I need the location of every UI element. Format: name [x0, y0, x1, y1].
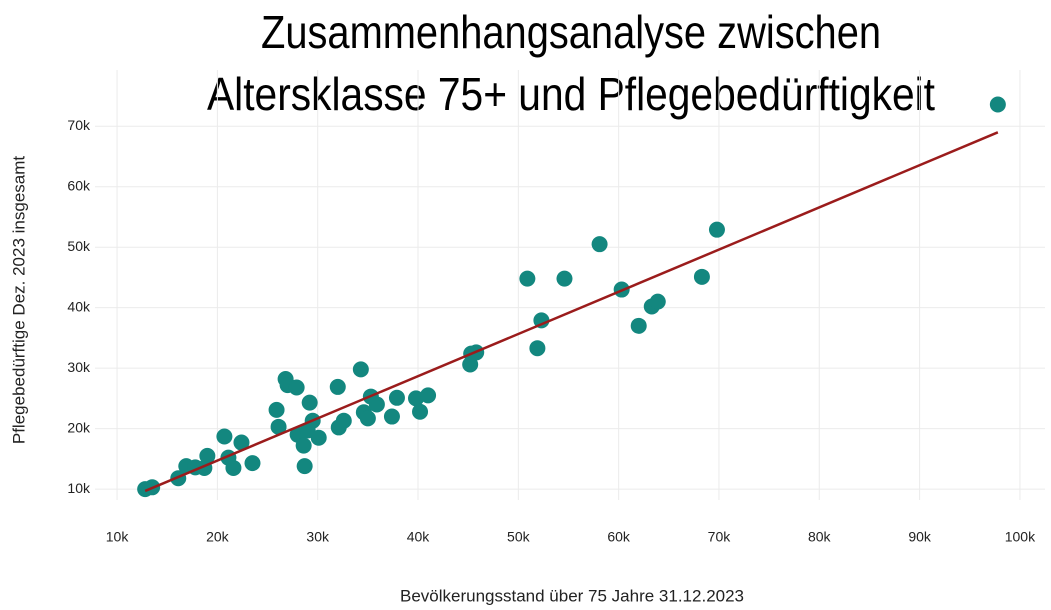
point: [329, 378, 346, 395]
point: [519, 270, 536, 287]
point: [989, 96, 1006, 113]
point: [529, 340, 546, 357]
point: [268, 401, 285, 418]
point: [244, 455, 261, 472]
point: [359, 410, 376, 427]
point: [199, 447, 216, 464]
point: [591, 236, 608, 253]
trend-line: [144, 131, 999, 493]
point: [301, 394, 318, 411]
y-tick-label: 60k: [67, 177, 91, 193]
point: [225, 459, 242, 476]
point: [368, 396, 385, 413]
y-tick-label: 20k: [67, 419, 91, 435]
point: [693, 268, 710, 285]
y-tick-label: 50k: [67, 238, 91, 254]
point: [295, 437, 312, 454]
point: [420, 387, 437, 404]
point: [533, 312, 550, 329]
point: [233, 434, 250, 451]
point: [412, 403, 429, 420]
point: [296, 458, 313, 475]
point: [388, 389, 405, 406]
x-tick-label: 60k: [607, 529, 631, 545]
x-tick-label: 50k: [507, 529, 531, 545]
chart-title: Zusammenhangsanalyse zwischen: [261, 6, 881, 58]
y-tick-label: 70k: [67, 117, 91, 133]
point: [352, 361, 369, 378]
point: [556, 270, 573, 287]
x-tick-label: 30k: [306, 529, 330, 545]
point: [383, 408, 400, 425]
point: [288, 379, 305, 396]
y-tick-label: 10k: [67, 480, 91, 496]
point: [649, 293, 666, 310]
point: [216, 428, 233, 445]
y-tick-label: 40k: [67, 298, 91, 314]
x-tick-label: 20k: [206, 529, 230, 545]
point: [310, 429, 327, 446]
point: [630, 317, 647, 334]
x-tick-label: 10k: [106, 529, 130, 545]
point: [708, 221, 725, 238]
point: [270, 418, 287, 435]
x-tick-label: 100k: [1005, 529, 1036, 545]
y-tick-label: 30k: [67, 359, 91, 375]
chart-title: Altersklasse 75+ und Pflegebedürftigkeit: [207, 68, 935, 120]
x-axis-label: Bevölkerungsstand über 75 Jahre 31.12.20…: [400, 586, 744, 605]
x-tick-label: 90k: [908, 529, 932, 545]
x-tick-label: 80k: [808, 529, 832, 545]
x-tick-label: 70k: [708, 529, 732, 545]
y-axis-label: Pflegebedürftige Dez. 2023 insgesamt: [9, 156, 28, 445]
point: [408, 390, 425, 407]
x-tick-label: 40k: [407, 529, 431, 545]
point: [335, 412, 352, 429]
